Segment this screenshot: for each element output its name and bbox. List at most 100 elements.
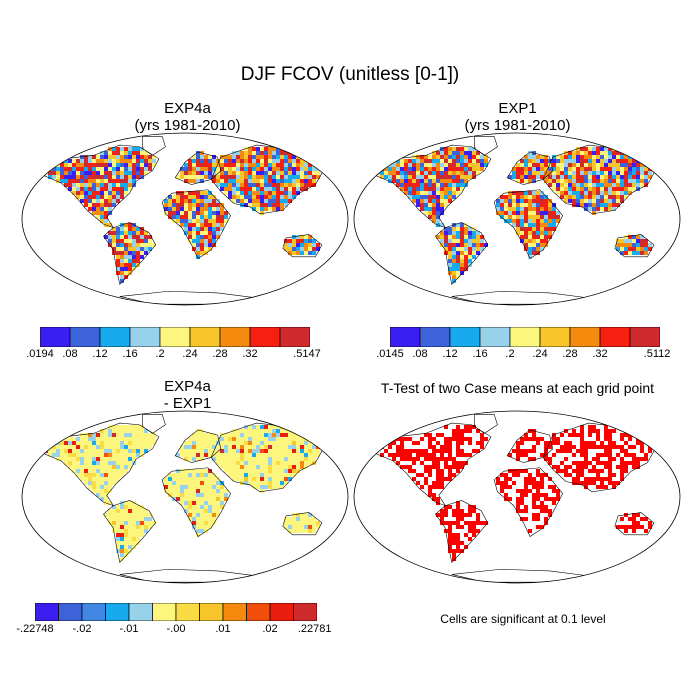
grid-cell — [408, 191, 412, 195]
grid-cell — [528, 437, 532, 441]
grid-cell — [648, 247, 652, 251]
grid-cell — [440, 453, 444, 457]
grid-cell — [196, 171, 200, 175]
grid-cell — [396, 453, 400, 457]
grid-cell — [100, 151, 104, 155]
grid-cell — [232, 429, 236, 433]
grid-cell — [196, 231, 200, 235]
grid-cell — [440, 151, 444, 155]
grid-cell — [636, 465, 640, 469]
grid-cell — [128, 513, 132, 517]
grid-cell — [304, 179, 308, 183]
grid-cell — [100, 437, 104, 441]
grid-cell — [136, 151, 140, 155]
grid-cell — [632, 171, 636, 175]
grid-cell — [284, 187, 288, 191]
grid-cell — [116, 517, 120, 521]
grid-cell — [120, 183, 124, 187]
grid-cell — [608, 465, 612, 469]
grid-cell — [192, 167, 196, 171]
grid-cell — [128, 549, 132, 553]
grid-cell — [52, 453, 56, 457]
grid-cell — [244, 441, 248, 445]
grid-cell — [168, 195, 172, 199]
grid-cell — [304, 433, 308, 437]
grid-cell — [152, 155, 156, 159]
grid-cell — [612, 175, 616, 179]
grid-cell — [588, 179, 592, 183]
grid-cell — [200, 171, 204, 175]
grid-cell — [224, 191, 228, 195]
grid-cell — [640, 183, 644, 187]
grid-cell — [252, 453, 256, 457]
grid-cell — [620, 195, 624, 199]
grid-cell — [252, 175, 256, 179]
grid-cell — [288, 461, 292, 465]
grid-cell — [272, 481, 276, 485]
grid-cell — [456, 513, 460, 517]
grid-cell — [528, 457, 532, 461]
grid-cell — [540, 207, 544, 211]
grid-cell — [544, 203, 548, 207]
grid-cell — [308, 529, 312, 533]
grid-cell — [592, 211, 596, 215]
grid-cell — [408, 159, 412, 163]
grid-cell — [112, 155, 116, 159]
grid-cell — [168, 489, 172, 493]
grid-cell — [292, 437, 296, 441]
grid-cell — [188, 235, 192, 239]
grid-cell — [260, 433, 264, 437]
grid-cell — [560, 155, 564, 159]
grid-cell — [204, 195, 208, 199]
grid-cell — [292, 473, 296, 477]
grid-cell — [196, 207, 200, 211]
grid-cell — [556, 489, 560, 493]
grid-cell — [584, 147, 588, 151]
grid-cell — [88, 167, 92, 171]
grid-cell — [132, 263, 136, 267]
colorbar-swatch — [269, 603, 294, 621]
grid-cell — [204, 223, 208, 227]
grid-cell — [272, 203, 276, 207]
grid-cell — [560, 461, 564, 465]
grid-cell — [612, 195, 616, 199]
grid-cell — [568, 167, 572, 171]
grid-cell — [216, 175, 220, 179]
grid-cell — [448, 473, 452, 477]
grid-cell — [132, 239, 136, 243]
grid-cell — [456, 461, 460, 465]
grid-cell — [212, 485, 216, 489]
grid-cell — [92, 191, 96, 195]
colorbar-swatch — [105, 603, 130, 621]
grid-cell — [452, 195, 456, 199]
grid-cell — [456, 517, 460, 521]
grid-cell — [192, 235, 196, 239]
grid-cell — [604, 485, 608, 489]
grid-cell — [416, 155, 420, 159]
grid-cell — [460, 437, 464, 441]
grid-cell — [300, 453, 304, 457]
grid-cell — [92, 473, 96, 477]
grid-cell — [60, 441, 64, 445]
grid-cell — [548, 183, 552, 187]
grid-cell — [432, 481, 436, 485]
grid-cell — [460, 549, 464, 553]
grid-cell — [184, 211, 188, 215]
grid-cell — [196, 517, 200, 521]
grid-cell — [628, 247, 632, 251]
grid-cell — [396, 183, 400, 187]
grid-cell — [272, 191, 276, 195]
grid-cell — [88, 473, 92, 477]
grid-cell — [148, 239, 152, 243]
grid-cell — [108, 159, 112, 163]
grid-cell — [552, 441, 556, 445]
grid-cell — [432, 493, 436, 497]
grid-cell — [220, 465, 224, 469]
grid-cell — [96, 183, 100, 187]
grid-cell — [236, 195, 240, 199]
grid-cell — [200, 497, 204, 501]
grid-cell — [560, 195, 564, 199]
grid-cell — [520, 453, 524, 457]
grid-cell — [428, 215, 432, 219]
grid-cell — [108, 465, 112, 469]
